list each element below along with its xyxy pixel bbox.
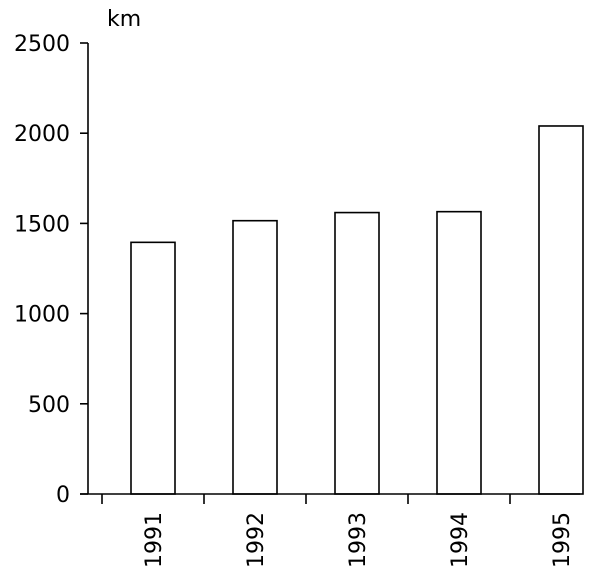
y-tick-label: 2000 xyxy=(14,122,70,147)
bar-1991 xyxy=(130,241,176,495)
x-tick-label: 1993 xyxy=(346,512,371,568)
y-tick-label: 1500 xyxy=(14,212,70,237)
x-tick-label: 1995 xyxy=(550,512,575,568)
bar-1995 xyxy=(538,125,584,495)
y-tick-label: 0 xyxy=(56,483,70,508)
bar-1993 xyxy=(334,211,380,495)
y-tick-label: 1000 xyxy=(14,303,70,328)
bar-1994 xyxy=(436,210,482,495)
bar-1992 xyxy=(232,219,278,495)
y-axis-unit-label: km xyxy=(107,7,141,32)
x-tick-label: 1992 xyxy=(244,512,269,568)
x-ticks-group: 1991 1992 1993 1994 1995 xyxy=(101,494,575,568)
y-tick-label: 500 xyxy=(28,393,70,418)
x-tick-label: 1991 xyxy=(142,512,167,568)
y-ticks-group: 0 500 1000 1500 2000 2500 xyxy=(14,32,88,508)
x-tick-label: 1994 xyxy=(448,512,473,568)
bars-group xyxy=(130,125,584,495)
y-tick-label: 2500 xyxy=(14,32,70,57)
